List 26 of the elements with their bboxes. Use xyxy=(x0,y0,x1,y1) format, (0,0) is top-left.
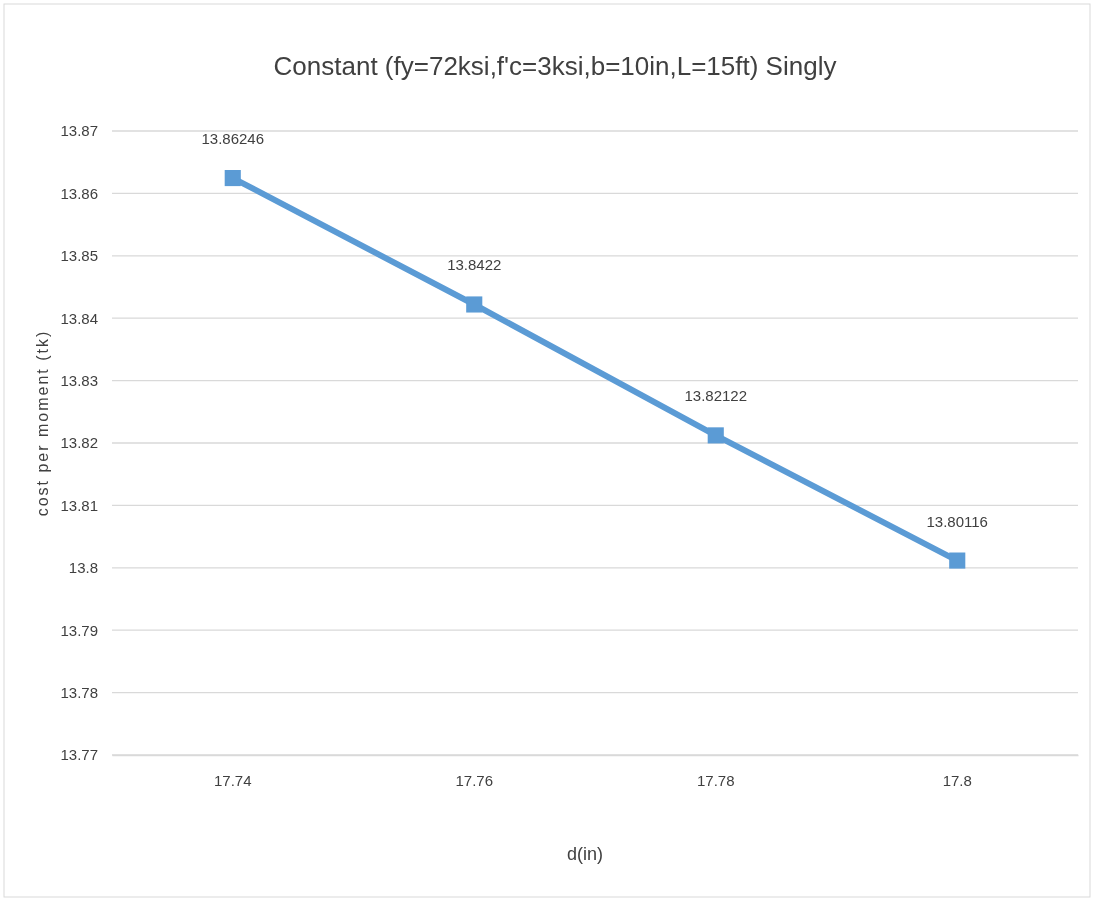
y-tick-label: 13.87 xyxy=(60,122,98,140)
y-axis-title: cost per moment (tk) xyxy=(34,329,51,517)
y-tick-label: 13.77 xyxy=(60,746,98,764)
data-label: 13.80116 xyxy=(926,512,988,530)
point xyxy=(949,552,966,569)
x-tick-label: 17.76 xyxy=(455,771,494,789)
x-tick-label: 17.8 xyxy=(942,771,972,789)
y-tick-label: 13.8 xyxy=(68,559,98,577)
x-tick-label: 17.78 xyxy=(696,771,735,789)
y-tick-label: 13.86 xyxy=(60,184,98,202)
x-axis-title: d(in) xyxy=(566,844,604,864)
y-tick-label: 13.79 xyxy=(60,621,98,639)
point xyxy=(224,169,241,187)
chart-title: Constant (fy=72ksi,f'c=3ksi,b=10in,L=15ft) Singly xyxy=(273,51,837,81)
y-tick-label: 13.84 xyxy=(60,309,98,327)
y-tick-label: 13.82 xyxy=(60,434,98,452)
y-tick-label: 13.81 xyxy=(60,496,98,514)
x-tick-label: 17.74 xyxy=(213,771,252,789)
y-tick-label: 13.78 xyxy=(60,683,98,701)
y-tick-label: 13.85 xyxy=(60,247,98,265)
data-label: 13.86246 xyxy=(201,130,265,148)
y-tick-label: 13.83 xyxy=(60,371,98,389)
data-label: 13.8422 xyxy=(447,256,502,274)
data-label: 13.82122 xyxy=(684,387,748,405)
point xyxy=(466,296,483,313)
point xyxy=(707,427,724,444)
